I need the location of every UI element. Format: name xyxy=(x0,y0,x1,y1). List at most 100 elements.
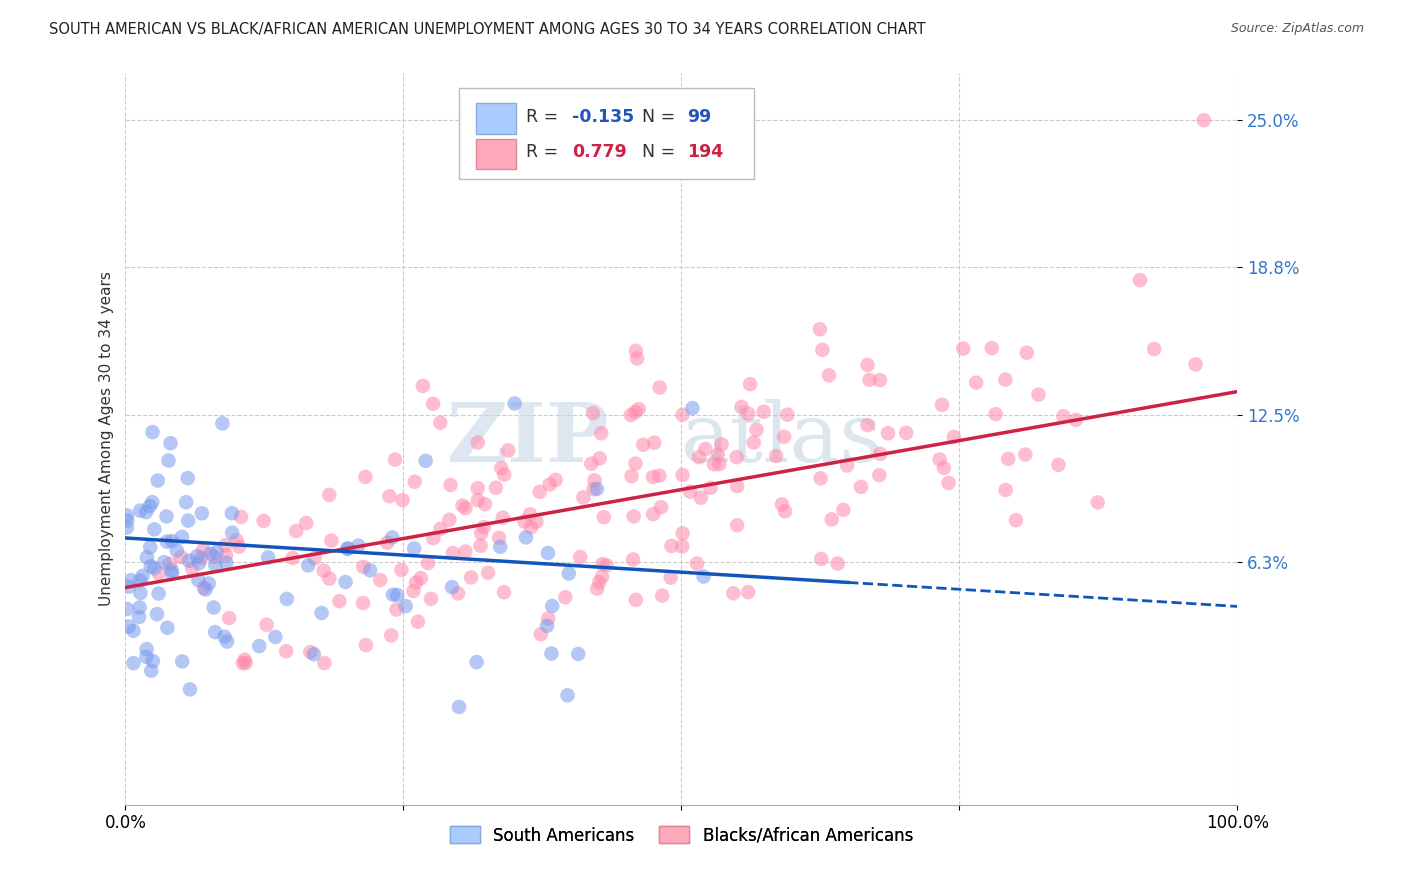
Point xyxy=(558,566,581,581)
Point xyxy=(297,558,319,573)
Point xyxy=(869,373,891,387)
Point xyxy=(318,572,340,586)
Point xyxy=(454,501,477,516)
Point xyxy=(682,401,704,416)
Point xyxy=(115,508,138,523)
Point xyxy=(811,343,834,357)
Point xyxy=(472,520,495,534)
Point xyxy=(740,377,762,392)
Point xyxy=(931,398,953,412)
Point xyxy=(492,585,515,599)
Text: 0.779: 0.779 xyxy=(572,143,627,161)
Point xyxy=(295,516,318,530)
Point xyxy=(328,594,350,608)
Point xyxy=(1087,495,1109,509)
Point xyxy=(148,566,170,581)
Point xyxy=(679,484,702,499)
Point xyxy=(810,552,832,566)
Point xyxy=(146,607,169,622)
Point xyxy=(191,506,214,520)
Point xyxy=(952,342,974,356)
Point xyxy=(135,505,157,519)
Point xyxy=(818,368,841,383)
Point xyxy=(572,491,595,505)
Point xyxy=(470,526,492,541)
Point xyxy=(671,408,693,422)
Point xyxy=(489,540,512,554)
Point xyxy=(592,510,614,524)
Point xyxy=(177,514,200,528)
Point xyxy=(143,522,166,536)
Point xyxy=(380,628,402,642)
Point xyxy=(467,435,489,450)
Point xyxy=(122,624,145,638)
Point xyxy=(723,586,745,600)
Point xyxy=(994,373,1017,387)
Point xyxy=(470,539,492,553)
Point xyxy=(699,481,721,495)
FancyBboxPatch shape xyxy=(475,103,516,134)
Point xyxy=(581,457,603,471)
Point xyxy=(128,610,150,624)
Point xyxy=(821,512,844,526)
Point xyxy=(730,400,752,414)
Point xyxy=(544,473,567,487)
Point xyxy=(321,533,343,548)
Point xyxy=(391,493,413,508)
Point xyxy=(385,602,408,616)
Point xyxy=(1015,345,1038,359)
Point xyxy=(477,566,499,580)
Point xyxy=(214,538,236,552)
Point xyxy=(554,590,576,604)
Point xyxy=(627,402,650,417)
Point xyxy=(204,558,226,573)
Point xyxy=(586,582,609,596)
Point xyxy=(225,533,247,548)
Point xyxy=(232,656,254,670)
Point xyxy=(536,619,558,633)
Point xyxy=(229,509,252,524)
Point xyxy=(703,458,725,472)
Point xyxy=(170,549,193,564)
Point xyxy=(233,653,256,667)
Point xyxy=(384,452,406,467)
Point xyxy=(689,491,711,505)
Point xyxy=(420,591,443,606)
Point xyxy=(709,457,731,471)
Point xyxy=(648,380,671,394)
Point xyxy=(856,358,879,372)
Text: Source: ZipAtlas.com: Source: ZipAtlas.com xyxy=(1230,22,1364,36)
Text: R =: R = xyxy=(526,143,564,161)
Point xyxy=(595,558,617,573)
Point xyxy=(187,573,209,587)
Point xyxy=(389,563,412,577)
Point xyxy=(454,544,477,558)
Point xyxy=(422,531,444,545)
Point xyxy=(354,470,377,484)
Point xyxy=(737,585,759,599)
Point xyxy=(314,656,336,670)
Point xyxy=(235,656,257,670)
Point xyxy=(868,468,890,483)
Point xyxy=(382,588,405,602)
Point xyxy=(194,582,217,597)
Point xyxy=(135,649,157,664)
Point xyxy=(672,526,695,541)
Point xyxy=(984,407,1007,421)
Point xyxy=(190,551,212,566)
Point xyxy=(198,576,221,591)
Text: N =: N = xyxy=(643,108,681,126)
Point xyxy=(492,510,515,524)
Point xyxy=(835,458,858,473)
Text: 194: 194 xyxy=(688,143,723,161)
FancyBboxPatch shape xyxy=(458,87,754,179)
Point xyxy=(745,423,768,437)
Point xyxy=(541,599,564,613)
Point xyxy=(439,513,461,527)
Point xyxy=(378,489,401,503)
Point xyxy=(221,525,243,540)
Point xyxy=(688,450,710,464)
Point xyxy=(156,534,179,549)
Point xyxy=(228,540,250,554)
Point xyxy=(808,322,831,336)
